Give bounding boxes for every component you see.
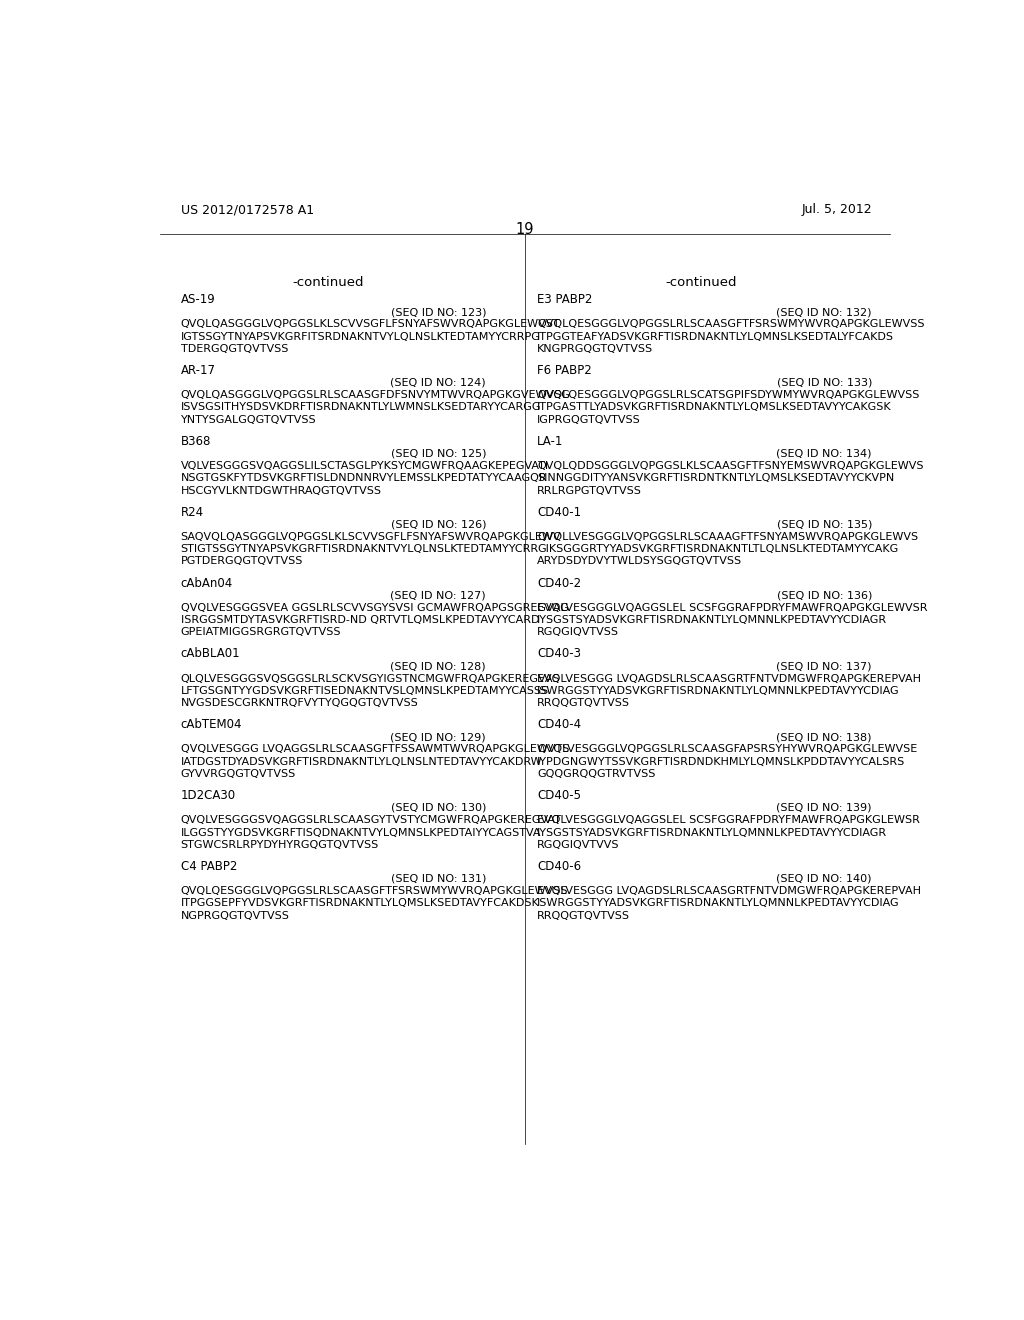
Text: TDERGQGTQVTVSS: TDERGQGTQVTVSS [180,345,288,354]
Text: RRQQGTQVTVSS: RRQQGTQVTVSS [538,698,630,708]
Text: cAbTEM04: cAbTEM04 [180,718,243,731]
Text: QVQLQESGGGLVQPGGSLRLSCAASGFTFSRSWMYWVRQAPGKGLEWVSS: QVQLQESGGGLVQPGGSLRLSCAASGFTFSRSWMYWVRQA… [538,319,925,329]
Text: (SEQ ID NO: 130): (SEQ ID NO: 130) [391,803,486,813]
Text: ILGGSTYYGDSVKGRFTISQDNAKNTVYLQMNSLKPEDTAIYYCAGSTVA: ILGGSTYYGDSVKGRFTISQDNAKNTVYLQMNSLKPEDTA… [180,828,542,837]
Text: NGPRGQGTQVTVSS: NGPRGQGTQVTVSS [180,911,290,920]
Text: (SEQ ID NO: 137): (SEQ ID NO: 137) [776,661,872,671]
Text: ITPGASTTLYADSVKGRFTISRDNAKNTLYLQMSLKSEDTAVYYCAKGSK: ITPGASTTLYADSVKGRFTISRDNAKNTLYLQMSLKSEDT… [538,403,892,412]
Text: cAbBLA01: cAbBLA01 [180,647,241,660]
Text: (SEQ ID NO: 125): (SEQ ID NO: 125) [390,449,486,458]
Text: C4 PABP2: C4 PABP2 [180,859,238,873]
Text: EVQLVESGGGLVQAGGSLEL SCSFGGRAFPDRYFMAWFRQAPGKGLEWVSR: EVQLVESGGGLVQAGGSLEL SCSFGGRAFPDRYFMAWFR… [538,603,928,612]
Text: RRQQGTQVTVSS: RRQQGTQVTVSS [538,911,630,920]
Text: (SEQ ID NO: 138): (SEQ ID NO: 138) [776,733,872,742]
Text: QVQLLVESGGGLVQPGGSLRLSCAAAGFTFSNYAMSWVRQAPGKGLEWVS: QVQLLVESGGGLVQPGGSLRLSCAAAGFTFSNYAMSWVRQ… [538,532,919,541]
Text: CD40-3: CD40-3 [538,647,582,660]
Text: PGTDERGQGTQVTVSS: PGTDERGQGTQVTVSS [180,557,303,566]
Text: CD40-5: CD40-5 [538,789,582,803]
Text: QVQLQDDSGGGLVQPGGSLKLSCAASGFTFSNYEMSWVRQAPGKGLEWVS: QVQLQDDSGGGLVQPGGSLKLSCAASGFTFSNYEMSWVRQ… [538,461,924,471]
Text: IGPRGQGTQVTVSS: IGPRGQGTQVTVSS [538,414,641,425]
Text: (SEQ ID NO: 133): (SEQ ID NO: 133) [776,378,872,388]
Text: HSCGYVLKNTDGWTHRAQGTQVTVSS: HSCGYVLKNTDGWTHRAQGTQVTVSS [180,486,382,495]
Text: LFTGSGNTYYGDSVKGRFTISEDNAKNTVSLQMNSLKPEDTAMYYCASSS: LFTGSGNTYYGDSVKGRFTISEDNAKNTVSLQMNSLKPED… [180,686,549,696]
Text: RGQGIQVTVSS: RGQGIQVTVSS [538,627,620,638]
Text: QVQLQESGGGLVQPGGSLRLSCATSGPIFSDYWMYWVRQAPGKGLEWVSS: QVQLQESGGGLVQPGGSLRLSCATSGPIFSDYWMYWVRQA… [538,391,920,400]
Text: (SEQ ID NO: 139): (SEQ ID NO: 139) [776,803,872,813]
Text: GIKSGGGRTYYADSVKGRFTISRDNAKNTLTLQLNSLKTEDTAMYYCAKG: GIKSGGGRTYYADSVKGRFTISRDNAKNTLTLQLNSLKTE… [538,544,898,554]
Text: (SEQ ID NO: 123): (SEQ ID NO: 123) [390,308,486,317]
Text: RRLRGPGTQVTVSS: RRLRGPGTQVTVSS [538,486,642,495]
Text: (SEQ ID NO: 126): (SEQ ID NO: 126) [390,520,486,529]
Text: (SEQ ID NO: 131): (SEQ ID NO: 131) [391,874,486,883]
Text: QVQLVESGGGSVQAGGSLRLSCAASGYTVSTYCMGWFRQAPGKEREGVAT: QVQLVESGGGSVQAGGSLRLSCAASGYTVSTYCMGWFRQA… [180,816,561,825]
Text: SINNGGDITYYANSVKGRFTISRDNTKNTLYLQMSLKSEDTAVYYCKVPN: SINNGGDITYYANSVKGRFTISRDNTKNTLYLQMSLKSED… [538,474,894,483]
Text: (SEQ ID NO: 135): (SEQ ID NO: 135) [776,520,872,529]
Text: CD40-2: CD40-2 [538,577,582,590]
Text: Jul. 5, 2012: Jul. 5, 2012 [802,203,872,216]
Text: SAQVQLQASGGGLVQPGGSLKLSCVVSGFLFSNYAFSWVRQAPGKGLEWV: SAQVQLQASGGGLVQPGGSLKLSCVVSGFLFSNYAFSWVR… [180,532,561,541]
Text: AS-19: AS-19 [180,293,215,306]
Text: QVQLQASGGGLVQPGGSLKLSCVVSGFLFSNYAFSWVRQAPGKGLEWVST: QVQLQASGGGLVQPGGSLKLSCVVSGFLFSNYAFSWVRQA… [180,319,560,329]
Text: GPEIATMIGGSRGRGTQVTVSS: GPEIATMIGGSRGRGTQVTVSS [180,627,341,638]
Text: QVQLVESGGGLVQPGGSLRLSCAASGFAPSRSYHYWVRQAPGKGLEWVSE: QVQLVESGGGLVQPGGSLRLSCAASGFAPSRSYHYWVRQA… [538,744,918,754]
Text: GYVVRGQGTQVTVSS: GYVVRGQGTQVTVSS [180,770,296,779]
Text: 19: 19 [515,222,535,236]
Text: ITPGGTEAFYADSVKGRFTISRDNAKNTLYLQMNSLKSEDTALYFCAKDS: ITPGGTEAFYADSVKGRFTISRDNAKNTLYLQMNSLKSED… [538,331,894,342]
Text: CD40-6: CD40-6 [538,859,582,873]
Text: R24: R24 [180,506,204,519]
Text: (SEQ ID NO: 129): (SEQ ID NO: 129) [390,733,486,742]
Text: QVQLVESGGGSVEA GGSLRLSCVVSGYSVSI GCMAWFRQAPGSGREGVAG: QVQLVESGGGSVEA GGSLRLSCVVSGYSVSI GCMAWFR… [180,603,568,612]
Text: ARYDSDYDVYTWLDSYSGQGTQVTVSS: ARYDSDYDVYTWLDSYSGQGTQVTVSS [538,557,742,566]
Text: (SEQ ID NO: 124): (SEQ ID NO: 124) [390,378,486,388]
Text: US 2012/0172578 A1: US 2012/0172578 A1 [180,203,313,216]
Text: ISWRGGSTYYADSVKGRFTISRDNAKNTLYLQMNNLKPEDTAVYYCDIAG: ISWRGGSTYYADSVKGRFTISRDNAKNTLYLQMNNLKPED… [538,686,900,696]
Text: LA-1: LA-1 [538,434,563,447]
Text: ITPGGSEPFYVDSVKGRFTISRDNAKNTLYLQMSLKSEDTAVYFCAKDSK: ITPGGSEPFYVDSVKGRFTISRDNAKNTLYLQMSLKSEDT… [180,899,540,908]
Text: (SEQ ID NO: 134): (SEQ ID NO: 134) [776,449,872,458]
Text: NVGSDESCGRKNTRQFVYTYQGQGTQVTVSS: NVGSDESCGRKNTRQFVYTYQGQGTQVTVSS [180,698,419,708]
Text: E3 PABP2: E3 PABP2 [538,293,593,306]
Text: B368: B368 [180,434,211,447]
Text: -continued: -continued [292,276,364,289]
Text: (SEQ ID NO: 140): (SEQ ID NO: 140) [776,874,872,883]
Text: NSGTGSKFYTDSVKGRFTISLDNDNNRVYLEMSSLKPEDTATYYCAAGQR: NSGTGSKFYTDSVKGRFTISLDNDNNRVYLEMSSLKPEDT… [180,474,547,483]
Text: CD40-1: CD40-1 [538,506,582,519]
Text: IYPDGNGWYTSSVKGRFTISRDNDKHMLYLQMNSLKPDDTAVYYCALSRS: IYPDGNGWYTSSVKGRFTISRDNDKHMLYLQMNSLKPDDT… [538,756,905,767]
Text: RGQGIQVTVVS: RGQGIQVTVVS [538,840,620,850]
Text: QVQLVESGGG LVQAGGSLRLSCAASGFTFSSAWMTWVRQAPGKGLEWVTS: QVQLVESGGG LVQAGGSLRLSCAASGFTFSSAWMTWVRQ… [180,744,569,754]
Text: ISRGGSMTDYTASVKGRFTISRD-ND QRTVTLQMSLKPEDTAVYYCARD: ISRGGSMTDYTASVKGRFTISRD-ND QRTVTLQMSLKPE… [180,615,540,624]
Text: IATDGSTDYADSVKGRFTISRDNAKNTLYLQLNSLNTEDTAVYYCAKDRW: IATDGSTDYADSVKGRFTISRDNAKNTLYLQLNSLNTEDT… [180,756,543,767]
Text: YNTYSGALGQGTQVTVSS: YNTYSGALGQGTQVTVSS [180,414,316,425]
Text: CD40-4: CD40-4 [538,718,582,731]
Text: (SEQ ID NO: 132): (SEQ ID NO: 132) [776,308,872,317]
Text: 1D2CA30: 1D2CA30 [180,789,236,803]
Text: QVQLQESGGGLVQPGGSLRLSCAASGFTFSRSWMYWVRQAPGKGLEWVSS: QVQLQESGGGLVQPGGSLRLSCAASGFTFSRSWMYWVRQA… [180,886,568,896]
Text: GQQGRQQGTRVTVSS: GQQGRQQGTRVTVSS [538,770,655,779]
Text: EVQLVESGGGLVQAGGSLEL SCSFGGRAFPDRYFMAWFRQAPGKGLEWSR: EVQLVESGGGLVQAGGSLEL SCSFGGRAFPDRYFMAWFR… [538,816,921,825]
Text: QVQLQASGGGLVQPGGSLRLSCAASGFDFSNVYMTWVRQAPGKGVEWVSG: QVQLQASGGGLVQPGGSLRLSCAASGFDFSNVYMTWVRQA… [180,391,570,400]
Text: ISWRGGSTYYADSVKGRFTISRDNAKNTLYLQMNNLKPEDTAVYYCDIAG: ISWRGGSTYYADSVKGRFTISRDNAKNTLYLQMNNLKPED… [538,899,900,908]
Text: STIGTSSGYTNYAPSVKGRFTISRDNAKNTVYLQLNSLKTEDTAMYYCRR: STIGTSSGYTNYAPSVKGRFTISRDNAKNTVYLQLNSLKT… [180,544,539,554]
Text: EVQLVESGGG LVQAGDSLRLSCAASGRTFNTVDMGWFRQAPGKEREPVAH: EVQLVESGGG LVQAGDSLRLSCAASGRTFNTVDMGWFRQ… [538,886,922,896]
Text: (SEQ ID NO: 128): (SEQ ID NO: 128) [390,661,486,671]
Text: -continued: -continued [666,276,737,289]
Text: ISVSGSITHYSDSVKDRFTISRDNAKNTLYLWMNSLKSEDTARYYCARGG: ISVSGSITHYSDSVKDRFTISRDNAKNTLYLWMNSLKSED… [180,403,542,412]
Text: cAbAn04: cAbAn04 [180,577,232,590]
Text: KNGPRGQGTQVTVSS: KNGPRGQGTQVTVSS [538,345,653,354]
Text: EVQLVESGGG LVQAGDSLRLSCAASGRTFNTVDMGWFRQAPGKEREPVAH: EVQLVESGGG LVQAGDSLRLSCAASGRTFNTVDMGWFRQ… [538,673,922,684]
Text: IGTSSGYTNYAPSVKGRFITSRDNAKNTVYLQLNSLKTEDTAMYYCRRPG: IGTSSGYTNYAPSVKGRFITSRDNAKNTVYLQLNSLKTED… [180,331,541,342]
Text: VQLVESGGGSVQAGGSLILSCTASGLPYKSYCMGWFRQAAGKEPEGVATI: VQLVESGGGSVQAGGSLILSCTASGLPYKSYCMGWFRQAA… [180,461,549,471]
Text: IYSGSTSYADSVKGRFTISRDNAKNTLYLQMNNLKPEDTAVYYCDIAGR: IYSGSTSYADSVKGRFTISRDNAKNTLYLQMNNLKPEDTA… [538,615,888,624]
Text: F6 PABP2: F6 PABP2 [538,364,592,378]
Text: (SEQ ID NO: 127): (SEQ ID NO: 127) [390,590,486,601]
Text: AR-17: AR-17 [180,364,216,378]
Text: IYSGSTSYADSVKGRFTISRDNAKNTLYLQMNNLKPEDTAVYYCDIAGR: IYSGSTSYADSVKGRFTISRDNAKNTLYLQMNNLKPEDTA… [538,828,888,837]
Text: STGWCSRLRPYDYHYRGQGTQVTVSS: STGWCSRLRPYDYHYRGQGTQVTVSS [180,840,379,850]
Text: (SEQ ID NO: 136): (SEQ ID NO: 136) [776,590,872,601]
Text: QLQLVESGGGSVQSGGSLRLSCKVSGYIGSTNCMGWFRQAPGKEREGVAS: QLQLVESGGGSVQSGGSLRLSCKVSGYIGSTNCMGWFRQA… [180,673,560,684]
